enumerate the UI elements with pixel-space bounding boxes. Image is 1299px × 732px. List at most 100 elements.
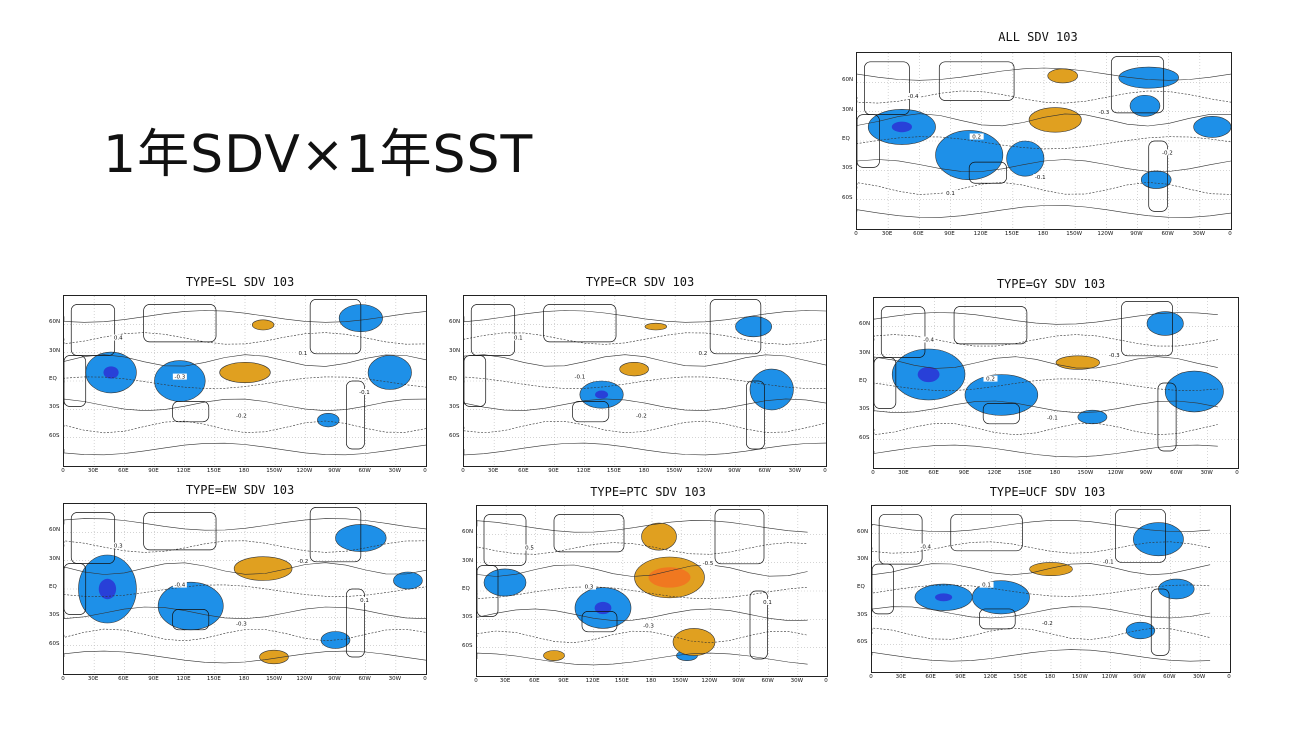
lon-tick-label: 30W bbox=[788, 468, 802, 474]
contour-label: -0.4 bbox=[920, 545, 931, 551]
lon-tick-label: 90E bbox=[548, 468, 559, 474]
lon-tick-label: 90E bbox=[558, 678, 569, 684]
continent-outline bbox=[553, 514, 625, 553]
sst-map-cr: 0.1 -0.1 -0.2 0.2 bbox=[464, 296, 826, 466]
contour-label: -0.3 bbox=[174, 375, 185, 381]
contour-label-bg bbox=[760, 598, 775, 605]
lon-tick-label: 0 bbox=[423, 468, 427, 474]
continent-outline bbox=[709, 299, 762, 355]
lon-tick-label: 0 bbox=[61, 468, 65, 474]
lon-tick-label: 90W bbox=[1130, 231, 1143, 237]
lon-tick-label: 150E bbox=[606, 468, 621, 474]
contour-label: 0.4 bbox=[114, 336, 123, 342]
panel-title-sl: TYPE=SL SDV 103 bbox=[185, 275, 295, 289]
contour-line bbox=[477, 586, 808, 599]
lon-tick-label: 0 bbox=[1227, 674, 1231, 680]
lon-tick-label: 120E bbox=[176, 676, 191, 682]
map-frame: -0.4 0.2 -0.1 -0.3 -0.2 0.1 bbox=[856, 52, 1232, 230]
contour-line bbox=[477, 652, 808, 666]
continent-outline bbox=[143, 304, 217, 343]
lat-tick-label: 30S bbox=[857, 611, 868, 618]
positive-anomaly-area bbox=[259, 649, 289, 665]
lon-tick-label: 0 bbox=[1228, 231, 1232, 237]
map-frame: -0.4 0.1 -0.2 -0.1 bbox=[871, 505, 1231, 673]
lon-tick-label: 60E bbox=[518, 468, 529, 474]
continent-outline bbox=[309, 299, 362, 355]
strong-negative-anomaly bbox=[917, 366, 940, 383]
lon-tick-label: 150E bbox=[206, 676, 221, 682]
lat-tick-label: EQ bbox=[859, 378, 867, 384]
continent-outline bbox=[464, 355, 487, 407]
contour-label-bg bbox=[111, 542, 126, 549]
contour-label: -0.2 bbox=[236, 414, 247, 420]
contour-label: 0.3 bbox=[114, 544, 123, 550]
negative-anomaly-area bbox=[1006, 140, 1045, 177]
strong-negative-anomaly bbox=[103, 366, 119, 379]
continent-outline bbox=[749, 590, 768, 660]
positive-anomaly-area bbox=[644, 322, 668, 331]
lat-tick-label: EQ bbox=[449, 376, 457, 382]
lon-tick-label: 30E bbox=[499, 678, 511, 684]
lon-tick-label: 180 bbox=[1049, 470, 1061, 476]
lon-tick-label: 30E bbox=[898, 470, 909, 476]
sst-map-sl: 0.4 -0.3 -0.2 0.1 -0.1 bbox=[64, 296, 426, 466]
lon-tick-label: 120E bbox=[983, 674, 998, 680]
map-frame: 0.5 0.3 -0.3 -0.5 0.1 bbox=[476, 505, 828, 677]
negative-anomaly-area bbox=[157, 581, 224, 631]
negative-anomaly-area bbox=[1133, 522, 1184, 557]
contour-label-bg bbox=[295, 349, 310, 356]
contour-line bbox=[64, 540, 426, 553]
contour-line bbox=[64, 606, 426, 620]
continent-outline bbox=[953, 306, 1028, 345]
continent-outline bbox=[979, 608, 1016, 630]
lon-tick-label: 0 bbox=[823, 468, 827, 474]
contour-line bbox=[64, 562, 426, 575]
contour-line bbox=[872, 627, 1211, 640]
lon-tick-label: 30E bbox=[487, 468, 499, 474]
contour-label-bg bbox=[522, 544, 537, 551]
contour-line bbox=[464, 332, 826, 345]
contour-line bbox=[477, 564, 808, 577]
panel-title-cr: TYPE=CR SDV 103 bbox=[585, 275, 695, 289]
contour-label: -0.1 bbox=[1047, 416, 1058, 422]
contour-label: -0.3 bbox=[1098, 110, 1109, 116]
lat-tick-label: 30N bbox=[49, 555, 61, 562]
positive-anomaly-area bbox=[619, 361, 649, 377]
contour-label-bg bbox=[943, 189, 958, 196]
lon-tick-label: 30E bbox=[881, 231, 893, 237]
contour-line bbox=[872, 584, 1211, 597]
lon-tick-label: 60W bbox=[758, 468, 771, 474]
panel-title-all: ALL SDV 103 bbox=[998, 30, 1078, 44]
contour-label: 0.1 bbox=[299, 351, 308, 357]
lat-tick-label: 30N bbox=[859, 349, 871, 356]
lat-tick-label: 60S bbox=[49, 640, 60, 647]
contour-line bbox=[64, 310, 426, 323]
negative-anomaly-area bbox=[964, 374, 1039, 416]
continent-outline bbox=[880, 306, 926, 358]
map-frame: 0.3 -0.4 -0.3 -0.2 0.1 bbox=[63, 503, 427, 675]
lon-tick-label: 30E bbox=[87, 468, 99, 474]
contour-line bbox=[872, 606, 1211, 619]
contour-label-bg bbox=[921, 336, 936, 343]
lat-tick-label: EQ bbox=[462, 586, 470, 592]
lon-tick-label: 30W bbox=[1192, 231, 1206, 237]
lon-tick-label: 30W bbox=[1192, 674, 1206, 680]
contour-line bbox=[874, 378, 1218, 391]
contour-line bbox=[64, 442, 426, 456]
negative-anomaly-area bbox=[1140, 170, 1172, 189]
lat-tick-label: 30N bbox=[49, 347, 61, 354]
lon-tick-label: 180 bbox=[1044, 674, 1056, 680]
lon-tick-label: 90W bbox=[1133, 674, 1146, 680]
continent-outline bbox=[309, 507, 362, 563]
continent-outline bbox=[1148, 140, 1168, 212]
continent-outline bbox=[857, 114, 880, 168]
sst-map-ucf: -0.4 0.1 -0.2 -0.1 bbox=[872, 506, 1230, 672]
contour-line bbox=[477, 630, 808, 644]
map-panel-cr: TYPE=CR SDV 103 0.1 -0.1 -0.2 0.2 60N 30N EQ 3… bbox=[445, 275, 835, 475]
lon-tick-label: 150E bbox=[1013, 674, 1028, 680]
continent-outline bbox=[483, 514, 527, 566]
lon-tick-label: 60W bbox=[1161, 231, 1174, 237]
contour-line bbox=[874, 444, 1218, 458]
lat-tick-label: EQ bbox=[49, 584, 57, 590]
negative-anomaly-area bbox=[1164, 370, 1224, 413]
